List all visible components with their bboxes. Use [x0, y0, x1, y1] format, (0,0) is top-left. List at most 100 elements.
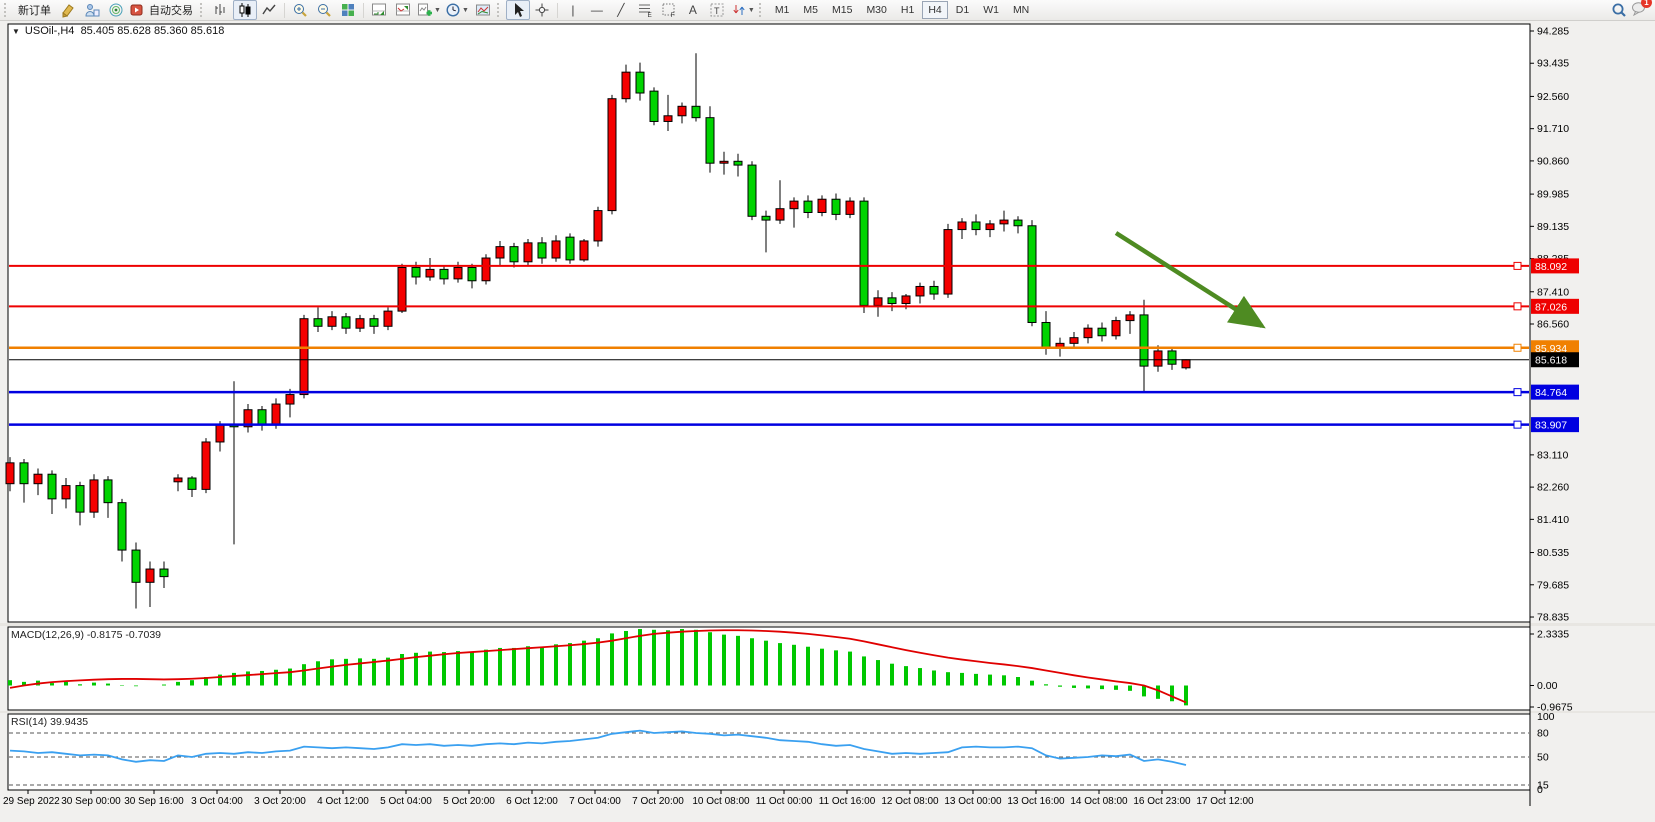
auto-trading-button[interactable]: 自动交易 [128, 0, 198, 20]
fibonacci-fan-button[interactable]: F [657, 0, 681, 20]
vertical-line-button[interactable]: | [571, 3, 575, 17]
notification-badge: 1 [1641, 0, 1652, 8]
toolbar-grip[interactable] [496, 3, 502, 17]
timeframe-D1[interactable]: D1 [955, 4, 970, 16]
macd-signal-line [9, 629, 1187, 704]
timeframe-M30[interactable]: M30 [866, 4, 887, 16]
arrows-button[interactable]: ▼ [729, 0, 757, 20]
svg-text:2.3335: 2.3335 [1537, 629, 1569, 641]
timeframe-M15[interactable]: M15 [832, 4, 853, 16]
macd-indicator-label: MACD(12,26,9) -0.8175 -0.7039 [11, 629, 162, 641]
svg-text:30 Sep 16:00: 30 Sep 16:00 [124, 796, 184, 807]
indicators-window-2-button[interactable] [391, 0, 415, 20]
svg-text:0: 0 [1537, 784, 1543, 796]
svg-text:7 Oct 04:00: 7 Oct 04:00 [569, 796, 621, 807]
svg-text:89.135: 89.135 [1537, 221, 1569, 233]
hline-handle[interactable] [1513, 420, 1522, 429]
svg-text:30 Sep 00:00: 30 Sep 00:00 [61, 796, 121, 807]
add-indicator-button[interactable]: ▼ [415, 0, 443, 20]
market-watch-icon[interactable] [80, 0, 104, 20]
periods-button[interactable]: ▼ [443, 0, 471, 20]
line-chart-button[interactable] [257, 0, 281, 20]
candlestick-chart-button[interactable] [233, 0, 257, 20]
hline-handle[interactable] [1513, 388, 1522, 397]
svg-text:100: 100 [1537, 711, 1555, 723]
chart-symbol-period: USOil-,H4 [24, 25, 75, 37]
timeframe-H4[interactable]: H4 [922, 1, 948, 19]
svg-text:11 Oct 16:00: 11 Oct 16:00 [819, 796, 876, 807]
toolbar-grip[interactable] [200, 3, 205, 17]
svg-text:6 Oct 12:00: 6 Oct 12:00 [506, 796, 558, 807]
chart-window-title: ▼ USOil-,H4 85.405 85.628 85.360 85.618 [12, 25, 224, 37]
macd-layer [8, 629, 1188, 706]
notifications-button[interactable]: 1 [1631, 0, 1652, 21]
svg-text:3 Oct 20:00: 3 Oct 20:00 [254, 796, 306, 807]
svg-text:E: E [647, 12, 652, 18]
crosshair-button[interactable] [530, 0, 554, 20]
price-label-box [1531, 258, 1579, 274]
signals-icon[interactable] [104, 0, 128, 20]
toolbar-grip[interactable] [758, 3, 764, 17]
svg-text:85.934: 85.934 [1535, 343, 1567, 355]
trend-arrow-annotation[interactable] [1114, 231, 1266, 329]
hline-handle[interactable] [1513, 343, 1522, 352]
text-button[interactable]: A [688, 3, 697, 17]
main-chart-panel [7, 23, 1531, 623]
svg-text:10 Oct 08:00: 10 Oct 08:00 [692, 796, 750, 807]
svg-text:11 Oct 00:00: 11 Oct 00:00 [756, 796, 813, 807]
toolbar-grip[interactable] [4, 3, 9, 17]
horizontal-lines-layer[interactable] [9, 261, 1529, 429]
panel-separator-2[interactable] [0, 711, 1655, 713]
cursor-button[interactable] [505, 0, 530, 20]
timeframe-M5[interactable]: M5 [803, 4, 818, 16]
chart-ohlc-values: 85.405 85.628 85.360 85.618 [80, 25, 225, 37]
tile-windows-button[interactable] [336, 0, 360, 20]
panel-separator[interactable] [0, 623, 1655, 626]
new-order-button[interactable]: 新订单 [18, 5, 51, 17]
svg-text:79.685: 79.685 [1537, 579, 1569, 591]
svg-text:91.710: 91.710 [1537, 123, 1569, 135]
svg-text:93.435: 93.435 [1537, 58, 1569, 70]
svg-text:F: F [670, 12, 674, 18]
timeframe-M1[interactable]: M1 [774, 4, 790, 16]
history-center-icon[interactable] [56, 0, 80, 20]
trendline-button[interactable]: ╱ [617, 3, 625, 17]
zoom-out-button[interactable] [312, 0, 336, 20]
svg-text:-0.9675: -0.9675 [1537, 702, 1573, 714]
horizontal-line-button[interactable]: — [590, 3, 603, 17]
indicators-window-button[interactable] [367, 0, 391, 20]
svg-text:87.410: 87.410 [1537, 286, 1569, 298]
rsi-line [9, 729, 1187, 766]
svg-text:17 Oct 12:00: 17 Oct 12:00 [1196, 796, 1254, 807]
price-label-box [1531, 417, 1579, 433]
zoom-in-button[interactable] [288, 0, 312, 20]
svg-text:80: 80 [1537, 728, 1549, 740]
svg-text:T: T [714, 6, 720, 16]
svg-text:3 Oct 04:00: 3 Oct 04:00 [191, 796, 243, 807]
svg-text:80.535: 80.535 [1537, 547, 1569, 559]
svg-text:85.618: 85.618 [1535, 355, 1567, 367]
bar-chart-button[interactable] [209, 0, 233, 20]
search-button[interactable] [1607, 0, 1631, 20]
svg-text:83.110: 83.110 [1537, 449, 1568, 461]
text-label-button[interactable]: T [705, 0, 729, 20]
svg-text:14 Oct 08:00: 14 Oct 08:00 [1070, 796, 1128, 807]
timeframe-MN[interactable]: MN [1012, 4, 1030, 16]
hline-handle[interactable] [1513, 261, 1522, 270]
toolbar-separator [284, 2, 285, 18]
timeframe-W1[interactable]: W1 [983, 4, 999, 16]
templates-button[interactable] [471, 0, 495, 20]
toolbar-separator [363, 2, 364, 18]
svg-text:5 Oct 20:00: 5 Oct 20:00 [443, 796, 495, 807]
fibonacci-button[interactable]: E [633, 0, 657, 20]
hline-handle[interactable] [1513, 302, 1522, 311]
svg-text:84.764: 84.764 [1535, 387, 1567, 399]
svg-text:4 Oct 12:00: 4 Oct 12:00 [317, 796, 369, 807]
macd-panel [7, 626, 1531, 711]
svg-text:0.00: 0.00 [1537, 680, 1558, 692]
timeframe-H1[interactable]: H1 [900, 4, 915, 16]
svg-text:7 Oct 20:00: 7 Oct 20:00 [632, 796, 684, 807]
chart-menu-dropdown-icon[interactable]: ▼ [12, 27, 20, 36]
rsi-indicator-label: RSI(14) 39.9435 [11, 716, 89, 728]
